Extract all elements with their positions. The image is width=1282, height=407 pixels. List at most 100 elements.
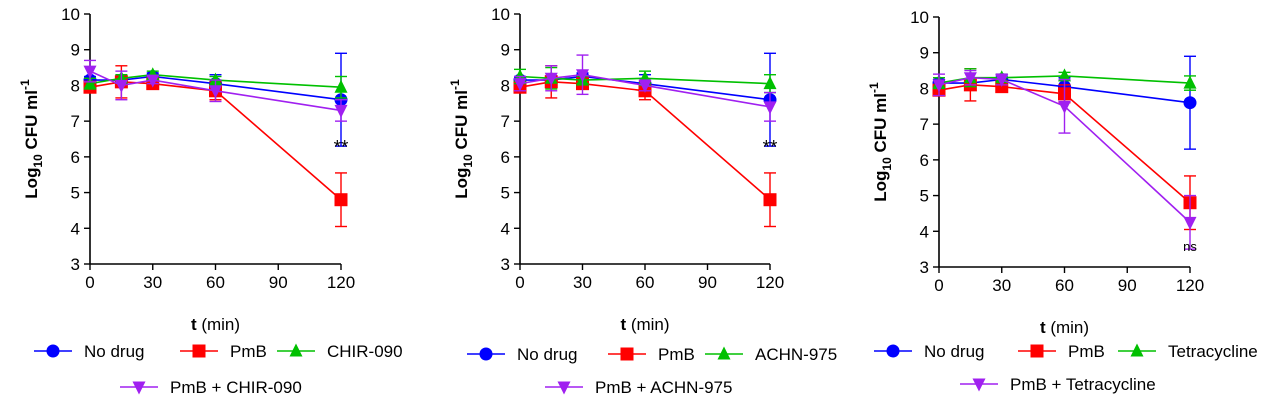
legend-label: No drug: [924, 342, 984, 361]
y-tick-label: 3: [920, 258, 929, 277]
data-point: [83, 76, 97, 90]
x-tick-label: 90: [269, 273, 288, 292]
x-tick-label: 0: [934, 276, 943, 295]
legend-label: PmB: [1068, 342, 1105, 361]
y-axis-label-base: Log: [22, 168, 41, 199]
data-point: [763, 101, 777, 115]
y-axis-label: Log10 CFU ml-1: [867, 82, 894, 202]
data-point: [334, 79, 348, 93]
y-tick-label: 8: [71, 76, 80, 95]
x-tick-label: 120: [1176, 276, 1204, 295]
significance-annotation: **: [763, 137, 778, 158]
data-point: [763, 193, 777, 207]
y-tick-label: 4: [920, 222, 929, 241]
y-tick-label: 9: [71, 41, 80, 60]
y-tick-label: 4: [501, 219, 510, 238]
y-tick-label: 5: [501, 184, 510, 203]
legend-label: PmB + CHIR-090: [170, 378, 302, 397]
x-tick-label: 90: [1118, 276, 1137, 295]
data-point: [544, 72, 558, 86]
y-tick-label: 9: [501, 41, 510, 60]
y-axis-label-sup: -1: [448, 79, 462, 90]
y-axis-label-main: CFU ml: [452, 90, 471, 154]
y-tick-label: 7: [920, 115, 929, 134]
y-axis-label-sup: -1: [867, 82, 881, 93]
series-4: [932, 69, 1197, 250]
x-axis-label: t (min): [191, 315, 240, 334]
data-point: [114, 79, 128, 93]
x-tick-label: 30: [992, 276, 1011, 295]
x-tick-label: 0: [85, 273, 94, 292]
data-point: [932, 79, 946, 93]
x-axis-label-var: t: [620, 315, 626, 334]
legend-marker: [886, 344, 900, 358]
y-tick-label: 4: [71, 219, 80, 238]
legend-item: PmB + Tetracycline: [960, 375, 1156, 394]
y-tick-label: 5: [71, 184, 80, 203]
x-tick-label: 60: [206, 273, 225, 292]
data-point: [763, 76, 777, 90]
y-tick-label: 6: [71, 148, 80, 167]
chart-panel-1: 3 4 5 6 7 8 9 10 0 30 60 90 120 Log10 CFU ml-1 t (min)…: [18, 5, 403, 397]
data-point: [83, 65, 97, 79]
data-point: [209, 85, 222, 99]
y-axis-label: Log10 CFU ml-1: [18, 79, 45, 199]
legend: No drug PmB ACHN-975 PmB + ACHN-975: [467, 345, 837, 397]
data-point: [638, 79, 652, 93]
data-point: [963, 72, 977, 86]
data-point: [1183, 96, 1197, 110]
legend-item: PmB + CHIR-090: [120, 378, 302, 397]
legend-label: PmB + ACHN-975: [595, 378, 732, 397]
data-point: [995, 74, 1009, 87]
x-tick-label: 60: [1055, 276, 1074, 295]
y-tick-label: 3: [71, 255, 80, 274]
x-axis-label-var: t: [191, 315, 197, 334]
data-point: [1183, 216, 1197, 230]
y-axis-label-base: Log: [871, 171, 890, 202]
y-tick-label: 8: [920, 79, 929, 98]
y-axis-label-base: Log: [452, 168, 471, 199]
legend-marker: [479, 347, 493, 361]
y-tick-label: 7: [501, 112, 510, 131]
significance-annotation: **: [334, 137, 349, 158]
legend-marker: [46, 344, 60, 358]
legend-marker: [557, 381, 571, 395]
y-tick-label: 6: [501, 148, 510, 167]
legend-item: PmB: [1018, 342, 1105, 361]
legend-label: PmB: [658, 345, 695, 364]
data-point: [576, 69, 589, 83]
y-axis-label-main: CFU ml: [22, 90, 41, 154]
legend-label: PmB + Tetracycline: [1010, 375, 1156, 394]
x-axis-label: t (min): [1040, 318, 1089, 337]
y-tick-label: 9: [920, 44, 929, 63]
legend-item: CHIR-090: [277, 342, 403, 361]
legend-marker: [192, 344, 206, 358]
data-point: [334, 193, 348, 207]
series-4: [83, 59, 348, 122]
x-tick-label: 0: [515, 273, 524, 292]
data-point: [513, 78, 527, 92]
legend-marker: [717, 346, 731, 360]
x-axis-label-unit: (min): [1046, 318, 1089, 337]
legend-marker: [972, 378, 986, 392]
y-axis-label-sub: 10: [880, 157, 894, 171]
x-axis-label-unit: (min): [626, 315, 669, 334]
x-tick-label: 30: [143, 273, 162, 292]
y-tick-label: 7: [71, 112, 80, 131]
data-point: [334, 104, 348, 118]
data-point: [1183, 75, 1197, 89]
legend-item: PmB + ACHN-975: [545, 378, 732, 397]
data-point: [146, 74, 160, 88]
x-axis-label-unit: (min): [197, 315, 240, 334]
y-axis-label-sub: 10: [31, 154, 45, 168]
x-tick-label: 120: [327, 273, 355, 292]
y-axis-label-sub: 10: [461, 154, 475, 168]
series-4: [513, 54, 777, 122]
legend-marker: [1130, 343, 1144, 357]
data-point: [1058, 68, 1071, 82]
legend-marker: [132, 381, 146, 395]
